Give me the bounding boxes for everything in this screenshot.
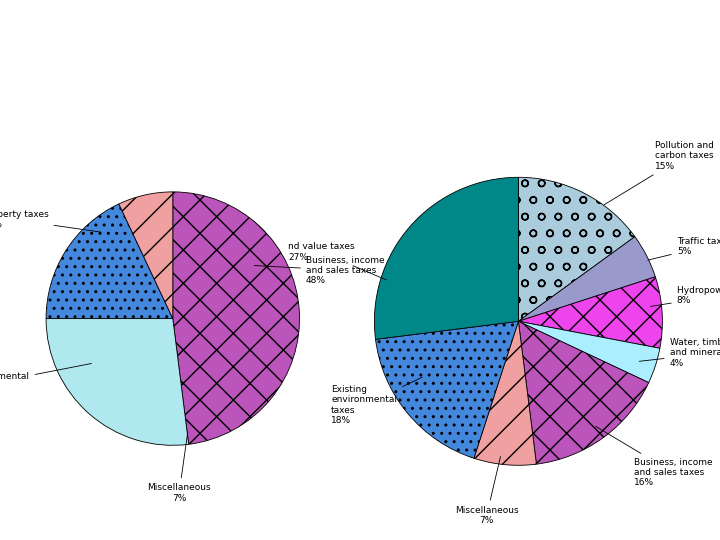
Wedge shape <box>119 192 173 319</box>
Text: Pollution and
carbon taxes
15%: Pollution and carbon taxes 15% <box>604 141 714 205</box>
Text: Property taxes
27%: Property taxes 27% <box>0 210 100 232</box>
Wedge shape <box>518 321 649 464</box>
Wedge shape <box>518 237 655 321</box>
Text: Existing
environmental
taxes
18%: Existing environmental taxes 18% <box>0 362 91 402</box>
Wedge shape <box>518 177 635 321</box>
Text: Traffic taxes
5%: Traffic taxes 5% <box>648 237 720 260</box>
Wedge shape <box>518 321 660 383</box>
Wedge shape <box>474 321 536 465</box>
Wedge shape <box>518 277 662 348</box>
Text: Hydropower taxes
8%: Hydropower taxes 8% <box>651 286 720 306</box>
Text: Business, income
and sales taxes
16%: Business, income and sales taxes 16% <box>595 427 712 488</box>
Text: Water, timber, fish
and minerals taxes
4%: Water, timber, fish and minerals taxes 4… <box>639 338 720 368</box>
Wedge shape <box>46 319 189 445</box>
Text: Current and Proposed: Current and Proposed <box>217 34 503 60</box>
Text: Existing
environmental
taxes
18%: Existing environmental taxes 18% <box>331 377 423 425</box>
Text: Business, income
and sales taxes
48%: Business, income and sales taxes 48% <box>254 255 384 285</box>
Text: Tax Shift for Pacific Northwest: Tax Shift for Pacific Northwest <box>163 80 557 106</box>
Text: Miscellaneous
7%: Miscellaneous 7% <box>455 456 518 525</box>
Text: Miscellaneous
7%: Miscellaneous 7% <box>148 433 211 503</box>
Wedge shape <box>376 321 518 458</box>
Wedge shape <box>46 204 173 319</box>
Text: nd value taxes
27%: nd value taxes 27% <box>288 242 386 280</box>
Wedge shape <box>173 192 300 444</box>
Wedge shape <box>374 177 518 339</box>
